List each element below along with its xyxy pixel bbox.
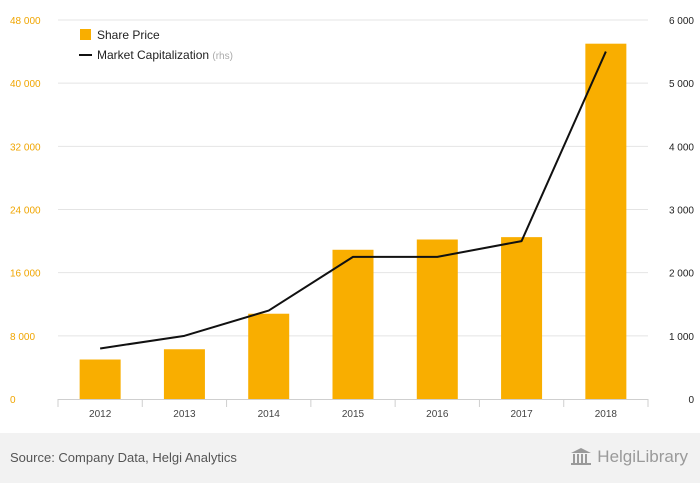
share-price-bar xyxy=(585,43,627,399)
brand-name: HelgiLibrary xyxy=(597,447,688,466)
share-price-bars xyxy=(79,43,627,399)
y-right-tick-label: 1 000 xyxy=(669,332,694,343)
y-left-tick-label: 0 xyxy=(10,395,16,406)
x-tick-label: 2012 xyxy=(89,409,112,420)
y-left-tick-label: 8 000 xyxy=(10,332,35,343)
y-left-tick-label: 48 000 xyxy=(10,16,41,27)
grid-lines xyxy=(58,19,648,337)
share-price-bar xyxy=(248,313,290,399)
y-right-tick-label: 4 000 xyxy=(669,142,694,153)
legend-swatch-share-price xyxy=(80,29,91,40)
x-tick-label: 2014 xyxy=(258,409,281,420)
x-tick-label: 2017 xyxy=(510,409,533,420)
x-tick-label: 2016 xyxy=(426,409,449,420)
legend: Share Price Market Capitalization (rhs) xyxy=(79,28,233,62)
y-left-tick-label: 40 000 xyxy=(10,79,41,90)
chart-svg: 0 0 8 000 1 000 16 000 2 000 24 000 3 000 32 000… xyxy=(10,16,694,420)
y-right-tick-label: 0 xyxy=(688,395,694,406)
market-cap-line xyxy=(99,51,607,350)
y-left-tick-label: 24 000 xyxy=(10,206,41,217)
y-left-tick-label: 16 000 xyxy=(10,269,41,280)
source-note: Source: Company Data, Helgi Analytics xyxy=(10,450,237,465)
x-tick-label: 2018 xyxy=(595,409,618,420)
x-tick-label: 2013 xyxy=(173,409,196,420)
x-tick-label: 2015 xyxy=(342,409,365,420)
share-price-bar xyxy=(416,239,458,399)
axes: 0 0 8 000 1 000 16 000 2 000 24 000 3 000 32 000… xyxy=(10,16,694,420)
brand-logo: HelgiLibrary xyxy=(570,447,688,467)
legend-label-market-cap: Market Capitalization (rhs) xyxy=(97,48,233,62)
share-price-bar xyxy=(163,349,205,399)
y-right-tick-label: 6 000 xyxy=(669,16,694,27)
y-right-tick-label: 2 000 xyxy=(669,269,694,280)
legend-label-share-price: Share Price xyxy=(97,28,160,42)
share-price-bar xyxy=(79,359,121,399)
share-price-bar xyxy=(332,249,374,399)
y-left-tick-label: 32 000 xyxy=(10,142,41,153)
y-right-tick-label: 3 000 xyxy=(669,206,694,217)
market-cap-line-group xyxy=(99,51,607,350)
library-columns-icon xyxy=(571,448,592,465)
share-price-bar xyxy=(501,237,543,399)
y-right-tick-label: 5 000 xyxy=(669,79,694,90)
footer-band xyxy=(0,433,700,483)
legend-rhs-suffix: (rhs) xyxy=(212,51,233,62)
